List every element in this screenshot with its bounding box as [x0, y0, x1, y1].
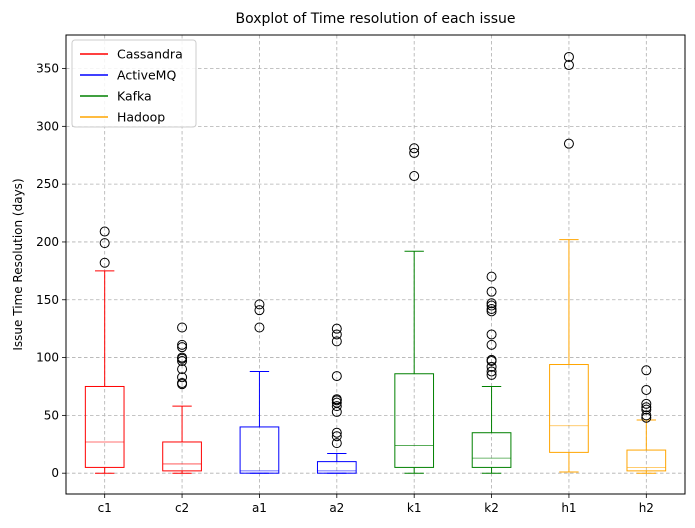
outlier-point	[486, 366, 497, 377]
outlier-point	[99, 226, 110, 237]
iqr-box	[394, 373, 435, 468]
outlier-point	[331, 427, 342, 438]
outlier-point	[486, 329, 497, 340]
outlier-point	[331, 431, 342, 442]
iqr-box	[316, 461, 357, 474]
outlier-point	[486, 304, 497, 315]
outlier-point	[486, 306, 497, 317]
outlier-point	[486, 298, 497, 309]
x-tick-label: k2	[484, 501, 499, 515]
outlier-point	[641, 402, 652, 413]
legend-label: Cassandra	[117, 47, 183, 62]
y-axis: 0 50 100 150 200 250 300 350	[36, 62, 66, 480]
outlier-point	[409, 143, 420, 154]
outlier-point	[99, 257, 110, 268]
legend: Cassandra ActiveMQ Kafka Hadoop	[71, 39, 197, 128]
box-c1	[84, 226, 125, 474]
chart-title: Boxplot of Time resolution of each issue	[235, 11, 515, 27]
outlier-point	[331, 371, 342, 382]
legend-label: Kafka	[117, 89, 152, 104]
outlier-point	[254, 322, 265, 333]
outlier-point	[177, 352, 188, 363]
y-tick-label: 50	[44, 408, 59, 422]
outlier-point	[177, 378, 188, 389]
y-axis-label: Issue Time Resolution (days)	[11, 178, 25, 350]
box-k2	[471, 271, 512, 474]
iqr-box	[626, 449, 667, 472]
x-tick-label: h2	[639, 501, 654, 515]
outlier-point	[177, 356, 188, 367]
outlier-point	[331, 438, 342, 449]
plot-frame	[65, 34, 686, 495]
box-c2	[162, 322, 202, 474]
box-series	[84, 51, 667, 474]
legend-label: Hadoop	[117, 110, 165, 125]
outlier-point	[641, 384, 652, 395]
outlier-point	[331, 401, 342, 412]
iqr-box	[549, 364, 589, 453]
x-axis: c1 c2 a1 a2 k1 k2 h1 h2	[98, 494, 654, 515]
outlier-point	[486, 300, 497, 311]
box-k1	[394, 143, 435, 474]
outlier-point	[563, 138, 574, 149]
y-tick-label: 200	[36, 235, 59, 249]
x-tick-label: a2	[329, 501, 344, 515]
box-h2	[626, 365, 667, 474]
outlier-point	[486, 354, 497, 365]
y-tick-label: 100	[36, 351, 59, 365]
x-tick-label: k1	[407, 501, 422, 515]
outlier-point	[177, 372, 188, 383]
outlier-point	[641, 398, 652, 409]
y-tick-label: 250	[36, 177, 59, 191]
outlier-point	[177, 342, 188, 353]
iqr-box	[239, 426, 280, 474]
x-tick-label: a1	[252, 501, 267, 515]
outlier-point	[409, 147, 420, 158]
outlier-point	[486, 271, 497, 282]
x-tick-label: c1	[98, 501, 112, 515]
outlier-point	[641, 410, 652, 421]
outlier-point	[563, 60, 574, 71]
box-h1	[549, 51, 589, 473]
box-a2	[316, 323, 357, 474]
outlier-point	[99, 238, 110, 249]
outlier-point	[641, 404, 652, 415]
iqr-box	[162, 441, 202, 472]
y-tick-label: 0	[51, 466, 59, 480]
y-tick-label: 350	[36, 62, 59, 76]
iqr-box	[471, 432, 512, 468]
outlier-point	[331, 323, 342, 334]
outlier-point	[409, 171, 420, 182]
x-tick-label: h1	[561, 501, 576, 515]
legend-frame	[71, 39, 197, 128]
outlier-point	[486, 286, 497, 297]
outlier-point	[254, 305, 265, 316]
outlier-point	[331, 394, 342, 405]
legend-label: ActiveMQ	[117, 68, 176, 83]
outlier-point	[641, 365, 652, 376]
iqr-box	[84, 385, 125, 468]
outlier-point	[177, 322, 188, 333]
box-a1	[239, 299, 280, 474]
outlier-point	[177, 364, 188, 375]
outlier-point	[177, 339, 188, 350]
x-tick-label: c2	[175, 501, 189, 515]
outlier-point	[254, 299, 265, 310]
y-tick-label: 300	[36, 119, 59, 133]
outlier-point	[486, 339, 497, 350]
outlier-point	[486, 369, 497, 380]
y-tick-label: 150	[36, 293, 59, 307]
outlier-point	[563, 51, 574, 62]
outlier-point	[331, 336, 342, 347]
outlier-point	[331, 397, 342, 408]
outlier-point	[641, 412, 652, 423]
outlier-point	[486, 361, 497, 372]
outlier-point	[331, 329, 342, 340]
